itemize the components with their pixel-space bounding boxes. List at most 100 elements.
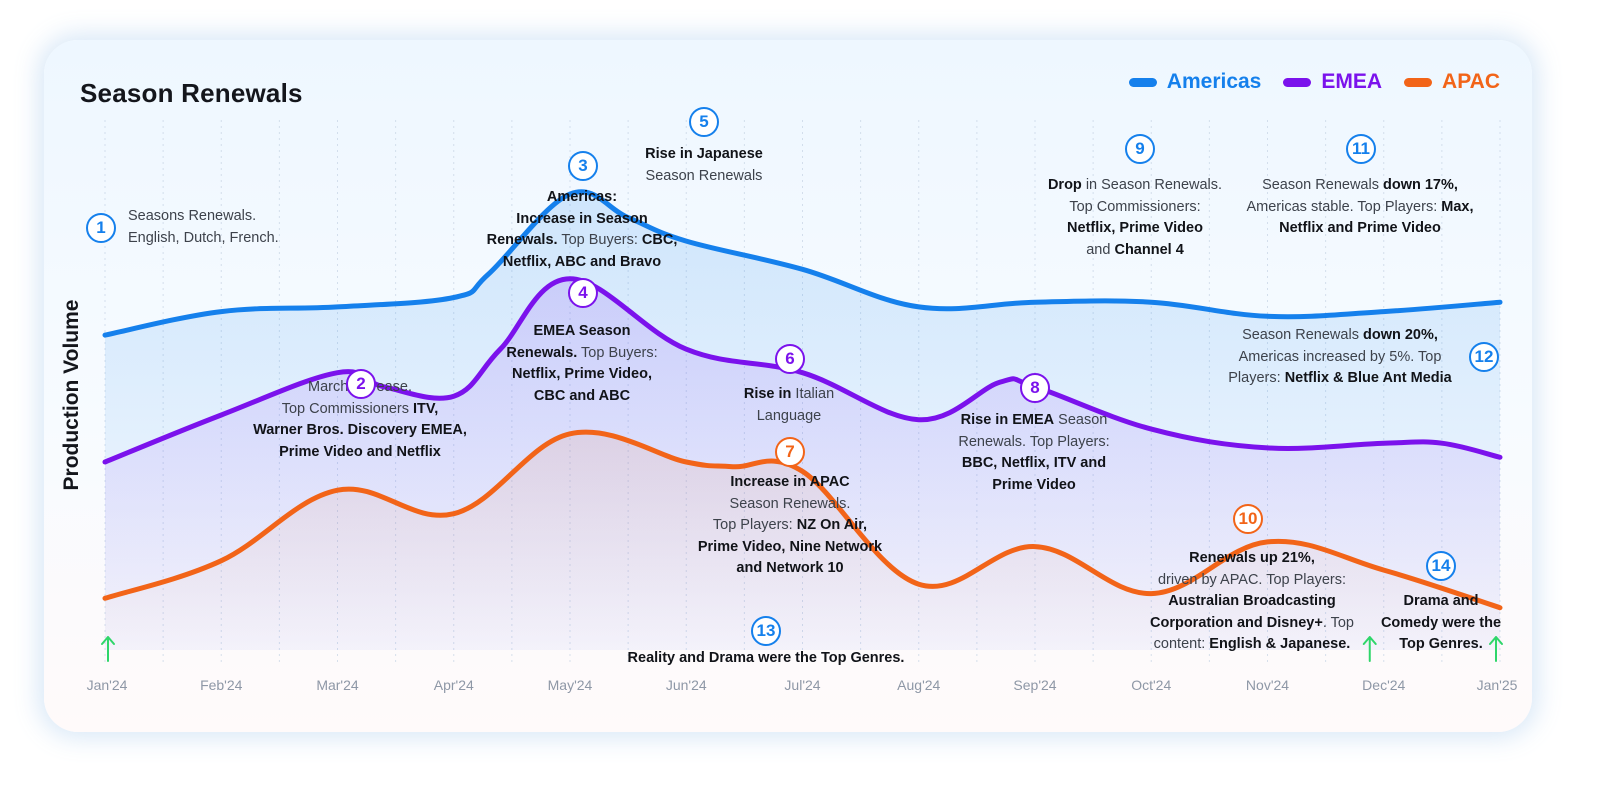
annotation-segment: CBC and ABC	[533, 387, 631, 404]
annotation-badge-4[interactable]: 4	[568, 278, 598, 308]
annotation-segment: Renewals.	[506, 344, 578, 361]
x-tick-label: Jun'24	[665, 677, 707, 693]
annotation-line: English, Dutch, French.	[128, 228, 279, 250]
legend-item-apac[interactable]: APAC	[1404, 70, 1500, 94]
annotation-line: Australian Broadcasting	[1150, 591, 1354, 613]
annotation-segment: driven by APAC. Top Players:	[1157, 571, 1347, 588]
annotation-line: Season Renewals.	[698, 494, 882, 516]
annotation-text-7: Increase in APAC Season Renewals. Top Play…	[698, 472, 882, 580]
annotation-segment: Rise in EMEA	[960, 412, 1055, 428]
annotation-text-13: Reality and Drama were the Top Genres.	[628, 648, 905, 670]
legend-item-emea[interactable]: EMEA	[1283, 70, 1382, 94]
annotation-line: Netflix, Prime Video	[1048, 218, 1222, 240]
x-tick-label: Sep'24	[1013, 677, 1057, 693]
annotation-badge-7[interactable]: 7	[775, 437, 805, 467]
annotation-segment: down 20%,	[1362, 327, 1438, 343]
series-areas	[105, 191, 1500, 651]
annotation-segment: Warner Bros. Discovery EMEA,	[253, 422, 467, 438]
annotation-badge-1[interactable]: 1	[86, 213, 116, 243]
annotation-line: Increase in Season	[487, 209, 678, 231]
annotation-line: Renewals. Top Players:	[958, 432, 1109, 454]
annotation-line: Top Genres.	[1381, 634, 1501, 656]
x-tick-label: Mar'24	[316, 677, 359, 693]
genre-timeline	[101, 636, 1503, 662]
annotation-text-3: Americas: Increase in Season Renewals. Top…	[487, 187, 678, 273]
legend-label-apac: APAC	[1442, 70, 1500, 93]
annotation-line: BBC, Netflix, ITV and	[958, 453, 1109, 475]
annotation-segment: Renewals.	[486, 232, 558, 248]
annotation-segment: NZ On Air,	[796, 517, 868, 533]
annotation-badge-13[interactable]: 13	[751, 616, 781, 646]
annotation-segment: Top Commissioners:	[1069, 198, 1201, 215]
annotation-segment: Americas:	[546, 189, 618, 205]
x-tick-label: Jan'25	[1476, 677, 1518, 693]
legend-swatch-emea	[1283, 77, 1312, 87]
annotation-badge-5[interactable]: 5	[689, 107, 719, 137]
annotation-line: Season Renewals down 20%,	[1228, 325, 1451, 347]
annotation-segment: Netflix, ABC and Bravo	[502, 253, 662, 270]
annotation-line: Increase in APAC	[698, 472, 882, 494]
annotation-segment: English & Japanese.	[1209, 636, 1351, 652]
annotation-badge-11[interactable]: 11	[1346, 134, 1376, 164]
annotation-segment: Top Players:	[712, 517, 797, 533]
annotation-segment: Top Buyers:	[557, 232, 642, 248]
annotation-line: Players: Netflix & Blue Ant Media	[1228, 368, 1451, 390]
x-tick-label: Nov'24	[1245, 677, 1290, 693]
annotation-line: Rise in Japanese	[645, 144, 763, 166]
annotation-text-1: Seasons Renewals. English, Dutch, French.	[128, 206, 279, 249]
annotation-line: Season Renewals down 17%,	[1246, 175, 1473, 197]
legend-swatch-apac	[1404, 77, 1433, 87]
annotation-badge-14[interactable]: 14	[1426, 551, 1456, 581]
annotation-badge-6[interactable]: 6	[775, 344, 805, 374]
annotation-badge-9[interactable]: 9	[1125, 134, 1155, 164]
annotation-segment: English, Dutch, French.	[128, 229, 279, 246]
annotation-segment: Rise in	[743, 386, 792, 402]
annotation-segment: Renewals up 21%,	[1189, 550, 1315, 566]
annotation-segment: in Season Renewals.	[1081, 177, 1223, 193]
annotation-line: Americas stable. Top Players: Max,	[1246, 197, 1473, 219]
x-tick-label: Oct'24	[1131, 677, 1172, 693]
series-line-americas[interactable]	[102, 189, 1503, 338]
annotation-line: Netflix, Prime Video,	[506, 364, 657, 386]
annotation-segment: Comedy were the	[1380, 614, 1502, 631]
legend-swatch-americas	[1128, 77, 1157, 87]
annotation-segment: Season Renewals	[1242, 327, 1363, 343]
annotation-segment: Renewals. Top Players:	[958, 433, 1110, 450]
annotation-line: Language	[744, 406, 834, 428]
annotation-badge-12[interactable]: 12	[1469, 342, 1499, 372]
annotation-line: Prime Video	[958, 475, 1109, 497]
annotation-segment: and Network 10	[736, 560, 844, 576]
annotation-segment: Australian Broadcasting	[1168, 593, 1336, 609]
annotation-line: Netflix and Prime Video	[1246, 218, 1473, 240]
annotation-line: driven by APAC. Top Players:	[1150, 570, 1354, 592]
chart-title: Season Renewals	[80, 78, 303, 108]
annotation-segment: Season Renewals	[1262, 177, 1383, 193]
annotation-line: CBC and ABC	[506, 386, 657, 408]
annotation-text-12: Season Renewals down 20%, Americas increa…	[1228, 325, 1451, 390]
annotation-badge-10[interactable]: 10	[1233, 504, 1263, 534]
x-tick-label: Jul'24	[784, 677, 821, 693]
annotation-text-2: March Increase. Top Commissioners ITV, War…	[253, 377, 467, 463]
annotation-segment: Prime Video, Nine Network	[697, 538, 883, 555]
annotation-badge-2[interactable]: 2	[346, 369, 376, 399]
annotation-segment: Netflix and Prime Video	[1279, 220, 1441, 236]
annotation-badge-3[interactable]: 3	[568, 151, 598, 181]
annotation-segment: Seasons Renewals.	[128, 208, 257, 224]
annotation-line: Renewals up 21%,	[1150, 548, 1354, 570]
annotation-text-5: Rise in Japanese Season Renewals	[645, 144, 763, 187]
annotation-segment: Max,	[1441, 198, 1474, 215]
annotation-badge-8[interactable]: 8	[1020, 373, 1050, 403]
annotation-segment: Season	[1054, 412, 1108, 428]
annotation-segment: and	[1086, 241, 1115, 258]
genre-arrow	[101, 636, 115, 662]
x-tick-label: Dec'24	[1362, 677, 1406, 693]
annotation-text-4: EMEA Season Renewals. Top Buyers: Netflix,…	[506, 321, 657, 407]
annotation-segment: Increase in Season	[516, 210, 648, 227]
legend-item-americas[interactable]: Americas	[1128, 70, 1261, 94]
annotation-line: Top Commissioners:	[1048, 197, 1222, 219]
annotation-line: Top Players: NZ On Air,	[698, 515, 882, 537]
annotation-text-9: Drop in Season Renewals. Top Commissioner…	[1048, 175, 1222, 261]
annotation-segment: ITV,	[413, 400, 439, 417]
annotation-line: Warner Bros. Discovery EMEA,	[253, 420, 467, 442]
annotation-text-14: Drama and Comedy were the Top Genres.	[1381, 591, 1501, 656]
